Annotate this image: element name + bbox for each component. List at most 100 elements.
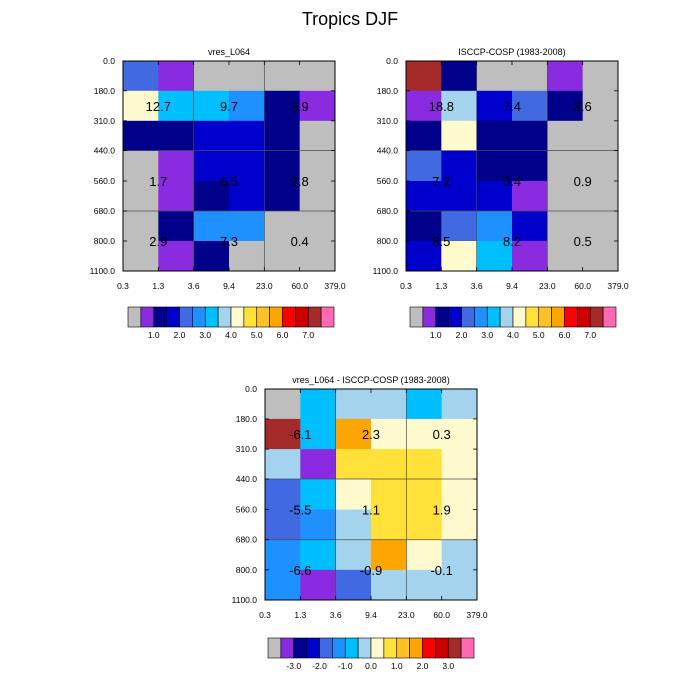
heatmap-cell xyxy=(582,120,619,152)
heatmap-cell xyxy=(406,211,442,242)
heatmap-cell xyxy=(335,569,372,601)
heatmap-cell xyxy=(300,539,337,571)
panel-title: vres_L064 - ISCCP-COSP (1983-2008) xyxy=(292,375,449,385)
heatmap-cell xyxy=(229,240,265,272)
heatmap-cell xyxy=(547,90,584,122)
heatmap-cell xyxy=(193,61,230,92)
data-label: 0.4 xyxy=(291,234,309,249)
colorbar-swatch xyxy=(267,637,282,659)
data-label: 8.2 xyxy=(503,234,521,249)
data-label: -0.9 xyxy=(360,563,382,578)
heatmap-cell xyxy=(406,389,443,420)
colorbar-swatch xyxy=(551,306,565,328)
heatmap-cell xyxy=(158,240,195,272)
heatmap-cell xyxy=(547,180,584,212)
colorbar-swatch xyxy=(474,306,488,328)
heatmap-cell xyxy=(193,150,230,182)
heatmap-cell xyxy=(299,240,336,272)
heatmap-cell xyxy=(371,509,407,541)
heatmap-cell xyxy=(264,90,301,122)
heatmap-cell xyxy=(335,479,372,510)
heatmap-cell xyxy=(371,479,407,510)
colorbar-swatch xyxy=(166,306,180,328)
colorbar-label: 1.0 xyxy=(391,661,403,671)
heatmap-cell xyxy=(299,90,336,122)
x-tick-label: 23.0 xyxy=(256,281,273,291)
y-tick-label: 440.0 xyxy=(377,146,399,156)
x-tick-label: 9.4 xyxy=(506,281,518,291)
heatmap-cell xyxy=(406,418,443,450)
x-tick-label: 379.0 xyxy=(466,610,488,620)
data-label: 3.9 xyxy=(291,99,309,114)
heatmap-cell xyxy=(229,120,265,152)
heatmap-cell xyxy=(582,211,619,242)
data-label: 5.4 xyxy=(503,174,521,189)
heatmap-cell xyxy=(158,90,195,122)
x-tick-label: 1.3 xyxy=(294,610,306,620)
y-tick-label: 800.0 xyxy=(94,236,116,246)
data-label: 9.7 xyxy=(220,99,238,114)
heatmap-cell xyxy=(441,180,478,212)
data-label: -6.6 xyxy=(289,563,311,578)
heatmap-cell xyxy=(264,150,301,182)
heatmap-cell xyxy=(300,479,337,510)
heatmap-cell xyxy=(335,449,372,480)
colorbar-swatch xyxy=(153,306,167,328)
data-label: 0.9 xyxy=(574,174,592,189)
colorbar-swatch xyxy=(422,637,436,659)
heatmap-cell xyxy=(158,120,195,152)
heatmap-cell xyxy=(441,90,478,122)
x-tick-label: 23.0 xyxy=(398,610,415,620)
y-tick-label: 1100.0 xyxy=(373,266,399,276)
data-label: 3.6 xyxy=(574,99,592,114)
heatmap-cell xyxy=(123,180,159,212)
colorbar-label: 4.0 xyxy=(507,330,519,340)
colorbar-label: 3.0 xyxy=(199,330,211,340)
colorbar-swatch xyxy=(383,637,398,659)
y-tick-label: 0.0 xyxy=(386,56,398,66)
heatmap-cell xyxy=(158,61,195,92)
heatmap-cell xyxy=(406,479,443,510)
colorbar-swatch xyxy=(435,637,449,659)
heatmap-cell xyxy=(265,509,301,541)
colorbar-label: 0.0 xyxy=(365,661,377,671)
colorbar-label: -3.0 xyxy=(286,661,301,671)
data-label: 1.7 xyxy=(149,174,167,189)
colorbar-swatch xyxy=(282,306,296,328)
colorbar-label: 2.0 xyxy=(174,330,186,340)
heatmap-cell xyxy=(264,180,301,212)
heatmap-cell xyxy=(193,240,230,272)
data-label: 2.9 xyxy=(149,234,167,249)
colorbar-swatch xyxy=(409,306,424,328)
colorbar-swatch xyxy=(525,306,540,328)
heatmap-cell xyxy=(299,150,336,182)
data-label: -5.5 xyxy=(289,503,311,518)
x-tick-label: 1.3 xyxy=(435,281,447,291)
colorbar-label: 5.0 xyxy=(251,330,263,340)
heatmap-cell xyxy=(265,569,301,601)
heatmap-cell xyxy=(300,389,337,420)
heatmap-panel-2: ISCCP-COSP (1983-2008) 0.0 180.0 310.0 440.0… xyxy=(373,47,629,340)
heatmap-cell xyxy=(193,211,230,242)
colorbar-swatch xyxy=(230,306,245,328)
x-tick-label: 3.6 xyxy=(330,610,342,620)
heatmap-cell xyxy=(547,150,584,182)
colorbar-swatch xyxy=(295,306,309,328)
heatmap-cell xyxy=(441,418,478,450)
colorbar-label: 7.0 xyxy=(302,330,314,340)
colorbar-swatch xyxy=(602,306,617,328)
colorbar-swatch xyxy=(460,637,475,659)
heatmap-cell xyxy=(512,90,548,122)
y-tick-label: 180.0 xyxy=(377,86,399,96)
x-tick-label: 60.0 xyxy=(574,281,591,291)
heatmap-cell xyxy=(406,449,443,480)
data-label: -6.1 xyxy=(289,427,311,442)
data-label: 2.3 xyxy=(362,427,380,442)
colorbar-swatch xyxy=(538,306,552,328)
data-label: 7.2 xyxy=(432,174,450,189)
heatmap-cell xyxy=(406,150,442,182)
heatmap-cell xyxy=(371,389,407,420)
heatmap-cell xyxy=(123,120,159,152)
heatmap-cell xyxy=(476,90,513,122)
